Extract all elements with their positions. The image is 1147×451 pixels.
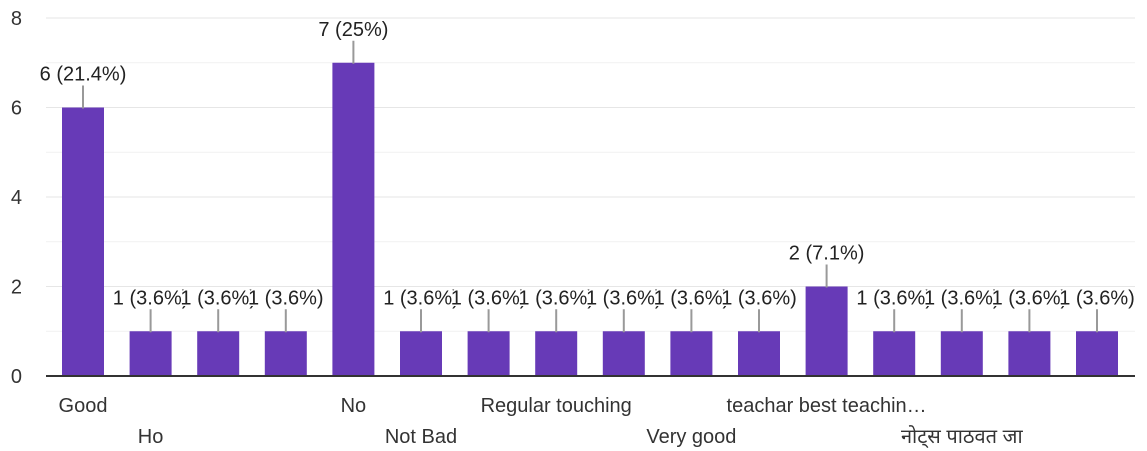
data-label: 1 (3.6%) [924,287,1000,309]
bar [602,331,645,376]
x-tick-label: Good [59,395,108,417]
x-tick-label: Not Bad [385,426,457,448]
bar [197,331,240,376]
data-label: 1 (3.6%) [721,287,797,309]
data-label: 7 (25%) [318,19,388,41]
bar [264,331,307,376]
data-label: 1 (3.6%) [992,287,1068,309]
bar [805,286,848,376]
y-axis: 0 2 4 6 8 [11,8,22,388]
x-tick-label: No [341,395,367,417]
x-tick-label: Ho [138,426,164,448]
y-tick-label: 6 [11,98,22,120]
bar [940,331,983,376]
bar [62,107,104,376]
y-tick-label: 0 [11,366,22,388]
data-label: 1 (3.6%) [451,287,527,309]
y-tick-label: 2 [11,277,22,299]
x-tick-label: teachar best teachin… [727,395,927,417]
bar [1008,331,1051,376]
bars [62,62,1118,376]
data-label: 1 (3.6%) [586,287,662,309]
y-tick-label: 8 [11,8,22,30]
grid [46,17,1135,332]
bar [535,331,578,376]
data-label: 1 (3.6%) [113,287,189,309]
x-tick-label: Regular touching [481,395,632,417]
x-tick-label: Very good [646,426,736,448]
bar [129,331,172,376]
data-labels: 6 (21.4%)1 (3.6%)1 (3.6%)1 (3.6%)7 (25%)… [38,17,1136,333]
data-label: 1 (3.6%) [518,287,594,309]
data-label: 1 (3.6%) [856,287,932,309]
data-label: 2 (7.1%) [789,243,865,265]
bar [400,331,442,376]
bar [670,331,713,376]
bar [467,331,510,376]
data-label: 1 (3.6%) [654,287,730,309]
data-label: 1 (3.6%) [180,287,256,309]
bar [332,62,375,376]
y-tick-label: 4 [11,187,22,209]
data-label: 1 (3.6%) [383,287,459,309]
bar [738,331,780,376]
data-label: 1 (3.6%) [248,287,324,309]
bar [873,331,916,376]
x-axis: Good Ho No Not Bad Regular touching Very good… [59,395,1024,449]
data-label: 6 (21.4%) [40,64,127,86]
data-label: 1 (3.6%) [1059,287,1135,309]
x-tick-label: नोट्स पाठवत जा [901,425,1024,449]
bar [1076,331,1118,376]
